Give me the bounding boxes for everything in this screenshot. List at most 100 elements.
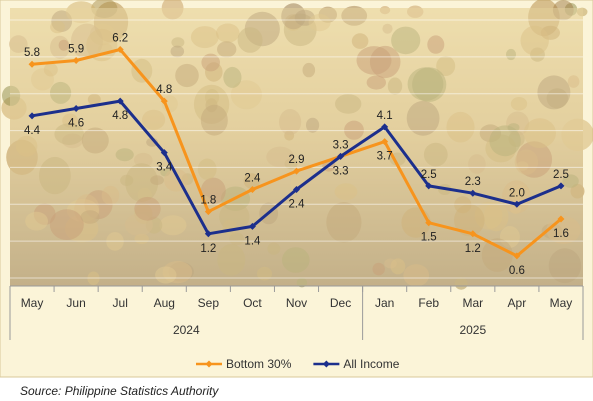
produce-shape xyxy=(190,26,219,49)
produce-shape xyxy=(175,63,199,88)
data-label: 4.6 xyxy=(68,118,84,130)
produce-shape xyxy=(54,123,84,145)
produce-shape xyxy=(454,277,468,290)
year-group-label: 2024 xyxy=(173,323,200,337)
data-label: 5.8 xyxy=(24,47,40,59)
produce-photo-background xyxy=(1,0,593,290)
produce-shape xyxy=(391,26,421,55)
x-tick-label: Sep xyxy=(198,296,220,310)
data-label: 2.4 xyxy=(244,173,261,185)
data-point xyxy=(513,200,521,208)
produce-shape xyxy=(58,39,69,51)
produce-shape xyxy=(87,93,101,106)
data-point xyxy=(72,57,80,65)
produce-shape xyxy=(446,111,475,143)
produce-shape xyxy=(366,75,386,90)
x-tick-label: Nov xyxy=(286,296,307,310)
data-label: 1.6 xyxy=(553,228,569,240)
year-group-label: 2025 xyxy=(459,323,486,337)
data-label: 6.2 xyxy=(112,33,128,45)
produce-shape xyxy=(257,266,272,281)
produce-shape xyxy=(217,244,246,276)
legend-label: Bottom 30% xyxy=(226,357,292,371)
produce-shape xyxy=(423,142,448,167)
produce-shape xyxy=(379,6,391,15)
produce-shape xyxy=(562,174,579,188)
produce-shape xyxy=(570,183,585,199)
x-tick-label: May xyxy=(550,296,573,310)
data-point xyxy=(72,104,80,112)
produce-shape xyxy=(387,77,403,95)
produce-shape xyxy=(81,127,109,154)
x-tick-label: Oct xyxy=(243,296,262,310)
data-label: 2.3 xyxy=(465,176,481,188)
data-point xyxy=(337,152,345,160)
produce-shape xyxy=(514,149,539,175)
data-label: 1.2 xyxy=(465,243,481,255)
produce-shape xyxy=(372,262,385,276)
produce-shape xyxy=(390,258,406,275)
produce-shape xyxy=(50,81,72,104)
produce-shape xyxy=(326,202,362,243)
data-label: 1.8 xyxy=(200,195,216,207)
x-tick-label: Jul xyxy=(113,296,128,310)
data-label: 3.3 xyxy=(333,139,349,151)
data-point xyxy=(293,167,300,175)
data-point xyxy=(116,97,124,105)
x-tick-label: Feb xyxy=(418,296,439,310)
x-tick-label: Apr xyxy=(508,296,527,310)
produce-shape xyxy=(502,180,531,214)
data-point xyxy=(28,112,36,120)
data-point xyxy=(116,45,124,53)
x-tick-label: Jan xyxy=(375,296,394,310)
data-point xyxy=(204,208,212,216)
produce-shape xyxy=(282,247,310,273)
data-point xyxy=(248,186,256,194)
data-point xyxy=(513,252,521,260)
produce-shape xyxy=(142,109,166,130)
produce-shape xyxy=(230,80,262,110)
produce-shape xyxy=(217,41,237,58)
produce-shape xyxy=(131,58,153,83)
produce-shape xyxy=(161,0,184,20)
produce-shape xyxy=(296,277,308,288)
data-point xyxy=(381,138,389,146)
produce-shape xyxy=(237,27,263,53)
data-label: 2.5 xyxy=(421,169,437,181)
produce-shape xyxy=(171,37,185,48)
produce-shape xyxy=(567,75,580,88)
produce-shape xyxy=(576,7,588,17)
data-label: 4.8 xyxy=(156,84,172,96)
x-tick-label: May xyxy=(21,296,44,310)
data-point xyxy=(381,123,389,131)
data-point xyxy=(469,189,477,197)
data-label: 2.0 xyxy=(509,187,525,199)
produce-shape xyxy=(335,94,362,114)
produce-shape xyxy=(159,215,187,236)
produce-shape xyxy=(537,75,571,110)
produce-shape xyxy=(308,14,331,32)
data-point xyxy=(28,60,36,68)
produce-shape xyxy=(155,266,177,284)
data-label: 0.6 xyxy=(509,265,525,277)
produce-shape xyxy=(548,248,582,284)
produce-shape xyxy=(468,154,486,174)
produce-shape xyxy=(43,62,58,77)
data-label: 3.7 xyxy=(377,151,393,163)
data-label: 4.1 xyxy=(377,110,393,122)
produce-shape xyxy=(561,118,593,151)
data-point xyxy=(160,97,168,105)
produce-shape xyxy=(201,53,220,72)
produce-shape xyxy=(2,85,21,106)
produce-shape xyxy=(9,35,28,53)
data-point xyxy=(293,186,300,194)
produce-shape xyxy=(334,183,358,201)
data-point xyxy=(469,230,477,238)
produce-shape xyxy=(266,146,294,168)
produce-shape xyxy=(134,196,161,221)
data-point xyxy=(557,215,565,223)
produce-shape xyxy=(39,156,71,195)
produce-shape xyxy=(66,1,97,24)
produce-shape xyxy=(216,23,240,43)
